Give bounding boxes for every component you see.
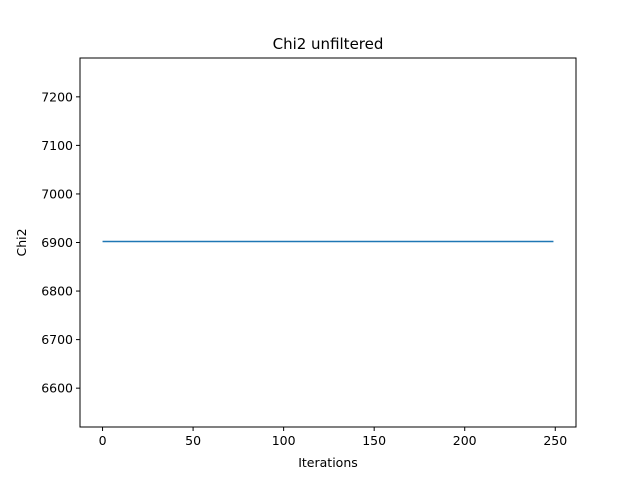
x-tick-label: 50 (185, 433, 201, 448)
x-axis: 0 50 100 150 200 250 (99, 427, 567, 448)
y-axis: 6600 6700 6800 6900 7000 7100 7200 (41, 89, 80, 396)
y-tick-label: 6800 (41, 284, 73, 299)
x-tick-label: 200 (453, 433, 477, 448)
y-tick-label: 7100 (41, 138, 73, 153)
x-tick-label: 100 (272, 433, 296, 448)
y-tick-label: 6900 (41, 235, 73, 250)
chart-title: Chi2 unfiltered (273, 35, 384, 53)
x-tick-label: 0 (99, 433, 107, 448)
x-axis-label: Iterations (298, 455, 358, 470)
y-axis-label: Chi2 (14, 228, 29, 256)
y-tick-label: 7200 (41, 89, 73, 104)
x-tick-label: 250 (543, 433, 567, 448)
y-tick-label: 6700 (41, 332, 73, 347)
x-tick-label: 150 (362, 433, 386, 448)
y-tick-label: 6600 (41, 381, 73, 396)
y-tick-label: 7000 (41, 186, 73, 201)
